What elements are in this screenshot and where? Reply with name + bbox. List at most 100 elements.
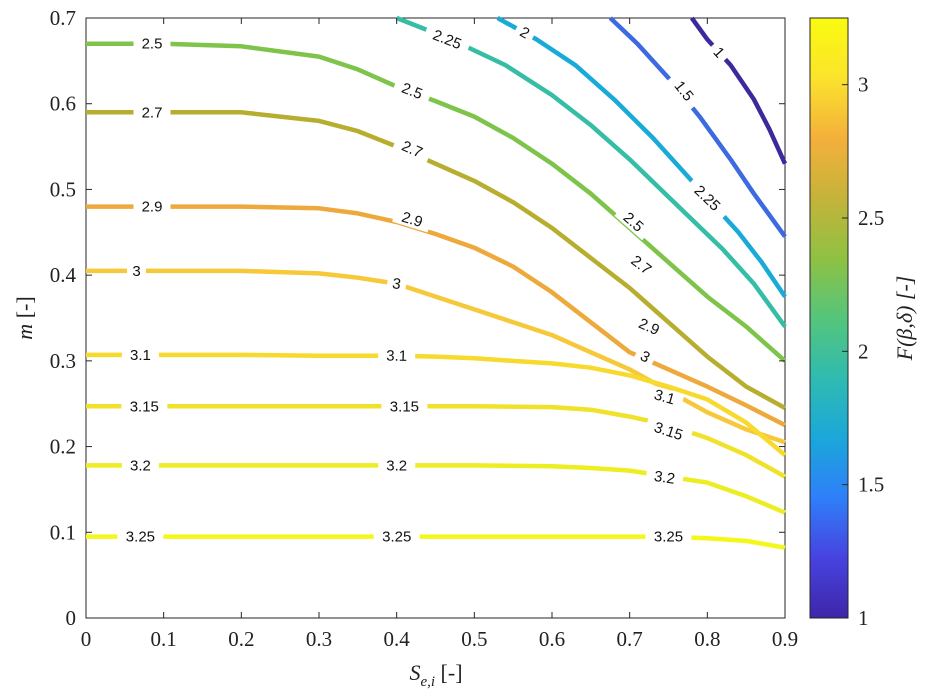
contour-lines: 11.5222.252.252.52.52.52.72.72.72.92.92.… [86, 15, 788, 550]
contour-label-3.1: 3.1 [121, 346, 159, 364]
x-tick-label: 0.2 [228, 627, 254, 651]
plot-frame [85, 17, 786, 619]
contour-label-3: 3 [633, 345, 658, 369]
y-tick-label: 0.6 [50, 92, 76, 116]
x-tick-label: 0.6 [539, 627, 565, 651]
contour-label-2.9: 2.9 [133, 198, 171, 216]
contour-label-text: 3.1 [652, 386, 677, 408]
x-tick-label: 0.7 [617, 627, 643, 651]
colorbar-tick-label: 3 [858, 73, 869, 97]
contour-line-3 [86, 268, 786, 445]
y-tick-label: 0.3 [50, 349, 76, 373]
contour-label-3: 3 [386, 274, 408, 293]
x-tick-label: 0.1 [151, 627, 177, 651]
svg-text:Se,i [-]: Se,i [-] [409, 660, 462, 690]
y-tick-label: 0.5 [50, 177, 76, 201]
x-tick-label: 0.8 [694, 627, 720, 651]
contour-1.5: 1.5 [608, 16, 787, 238]
contour-line-3.1 [86, 352, 787, 457]
x-axis-title-sub: e,i [420, 674, 435, 690]
y-tick-label: 0 [66, 606, 77, 630]
contour-label-3.1: 3.1 [644, 384, 685, 410]
contour-line-3.25 [86, 534, 786, 550]
contour-label-2.5: 2.5 [133, 35, 171, 53]
contour-3.1: 3.1 3.1 3.1 [86, 346, 787, 457]
contour-label-2.9: 2.9 [392, 206, 433, 233]
contour-label-text: 2.9 [636, 315, 662, 339]
contour-label-3.2: 3.2 [645, 466, 685, 489]
x-tick-label: 0.3 [306, 627, 332, 651]
y-tick-label: 0.7 [50, 6, 76, 30]
contour-1: 1 [689, 16, 788, 165]
contour-label-text: 3.1 [130, 347, 151, 364]
colorbar-title: F(β,δ) [-] [892, 276, 917, 362]
contour-label-3.15: 3.15 [381, 398, 428, 415]
contour-label-text: 3.25 [126, 529, 155, 546]
contour-label-text: 3.2 [386, 457, 407, 474]
y-tick-label: 0.2 [50, 435, 76, 459]
contour-3.2: 3.2 3.2 3.2 [86, 457, 786, 515]
y-axis-title-unit: [-] [12, 296, 37, 323]
contour-line-2.25 [395, 15, 787, 328]
x-axis-title: Se,i [-] [409, 660, 462, 690]
contour-label-3.25: 3.25 [117, 528, 164, 546]
contour-label-3: 3 [127, 262, 146, 280]
y-tick-label: 0.4 [50, 263, 77, 287]
colorbar-tick-label: 1 [858, 606, 869, 630]
y-axis-title: m [-] [12, 296, 37, 339]
contour-label-text: 3.2 [653, 468, 676, 488]
contour-label-text: 3 [132, 263, 140, 280]
contour-label-text: 3.25 [382, 529, 411, 546]
contour-label-2.9: 2.9 [628, 311, 670, 342]
contour-label-3.15: 3.15 [121, 398, 168, 415]
x-tick-label: 0 [81, 627, 92, 651]
x-tick-label: 0.9 [772, 627, 798, 651]
contour-2.7: 2.72.72.7 [86, 104, 787, 410]
contour-label-text: 2.7 [399, 138, 425, 162]
contour-line-1.5 [608, 16, 787, 238]
contour-label-text: 2.9 [142, 199, 163, 216]
colorbar-gradient [809, 17, 849, 619]
contour-label-3.25: 3.25 [645, 528, 692, 546]
contour-label-text: 3.15 [130, 398, 159, 415]
contour-label-1: 1 [706, 39, 732, 65]
contour-label-3.1: 3.1 [378, 347, 416, 365]
contour-label-text: 2.5 [399, 80, 425, 103]
contour-3.25: 3.25 3.25 3.25 [86, 528, 786, 550]
x-axis-ticks: 0 0.1 0.2 0.3 0.4 0.5 0.6 0.7 0.8 0.9 [81, 18, 798, 651]
contour-label-3.2: 3.2 [378, 457, 416, 474]
colorbar [809, 17, 849, 619]
contour-label-text: 3.15 [390, 398, 419, 415]
x-tick-label: 0.5 [461, 627, 487, 651]
contour-label-3.2: 3.2 [121, 457, 159, 474]
plot-area [85, 17, 786, 619]
contour-label-text: 2.5 [142, 36, 163, 53]
colorbar-tick-label: 2 [858, 339, 869, 363]
contour-label-text: 3.2 [130, 457, 151, 474]
contour-label-2.7: 2.7 [392, 134, 433, 164]
colorbar-tick-label: 1.5 [858, 473, 884, 497]
contour-label-3.25: 3.25 [373, 528, 420, 546]
contour-label-2: 2 [512, 21, 537, 45]
y-axis-ticks: 0 0.1 0.2 0.3 0.4 0.5 0.6 0.7 [50, 6, 785, 630]
contour-line-2.5 [86, 41, 787, 363]
x-axis-title-main: S [409, 660, 420, 685]
contour-label-text: 3.1 [386, 347, 407, 364]
y-axis-title-main: m [12, 324, 37, 340]
contour-line-2 [496, 16, 787, 298]
contour-label-text: 2.7 [142, 104, 163, 121]
colorbar-ticks: 1 1.5 2 2.5 3 [842, 73, 884, 630]
contour-2.9: 2.9 2.9 2.9 [86, 198, 787, 428]
contour-label-text: 2.9 [400, 209, 425, 231]
contour-line-3.2 [86, 463, 786, 515]
contour-label-2.5: 2.5 [392, 76, 433, 105]
svg-text:m [-]: m [-] [12, 296, 37, 339]
contour-label-text: 3.25 [654, 529, 683, 546]
x-tick-label: 0.4 [384, 627, 411, 651]
contour-label-text: 3 [391, 275, 402, 293]
contour-line-2.7 [86, 110, 787, 410]
colorbar-tick-label: 2.5 [858, 206, 884, 230]
contour-2.5: 2.52.52.5 [86, 35, 787, 363]
contour-label-2.7: 2.7 [133, 104, 171, 121]
